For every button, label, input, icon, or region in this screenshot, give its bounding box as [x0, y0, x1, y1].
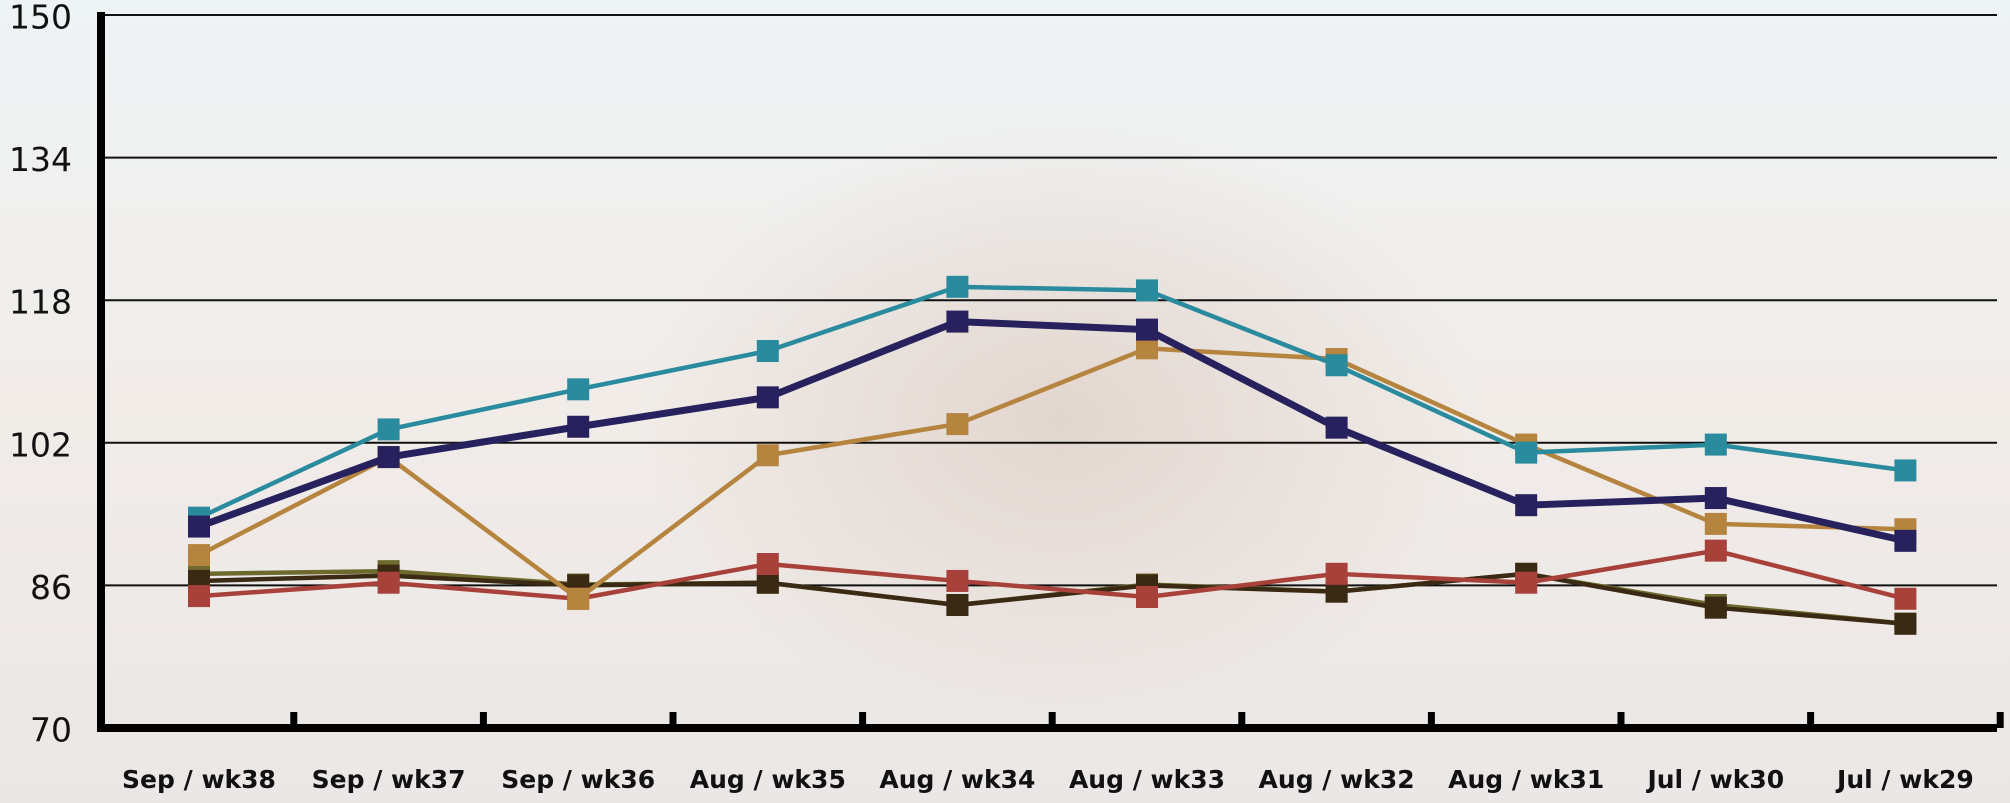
marker: [1704, 512, 1727, 535]
series-line: [197, 346, 1906, 602]
marker: [377, 418, 400, 441]
x-tick-label: Aug / wk35: [690, 765, 846, 794]
series-line: [197, 318, 1907, 545]
series-line: [198, 571, 1906, 626]
y-tick-label: 86: [30, 568, 72, 607]
marker: [756, 553, 779, 576]
marker: [567, 587, 590, 610]
marker: [1704, 539, 1727, 562]
x-tick-label: Sep / wk37: [312, 765, 466, 794]
marker: [1704, 487, 1727, 510]
marker: [188, 515, 210, 538]
x-tick-label: Aug / wk32: [1259, 765, 1415, 794]
marker: [946, 310, 969, 333]
plot: [188, 275, 1917, 635]
marker: [1325, 416, 1348, 439]
marker: [1704, 596, 1727, 619]
marker: [1704, 433, 1727, 456]
x-tick-label: Sep / wk36: [501, 765, 655, 794]
marker: [1136, 318, 1158, 341]
marker: [567, 378, 590, 401]
x-tick-label: Sep / wk38: [122, 765, 276, 794]
marker: [1136, 585, 1158, 608]
marker: [1136, 337, 1158, 360]
x-tick-label: Aug / wk33: [1069, 765, 1225, 794]
marker: [1515, 571, 1538, 594]
marker: [756, 386, 779, 409]
x-tick-label: Jul / wk29: [1835, 765, 1974, 794]
y-tick-label: 150: [9, 0, 72, 37]
marker: [946, 594, 969, 617]
marker: [756, 571, 779, 594]
y-tick-label: 118: [9, 283, 72, 322]
marker: [188, 585, 210, 608]
background-decor: [640, 120, 1480, 720]
marker: [946, 413, 969, 436]
marker: [756, 340, 779, 363]
marker: [756, 444, 779, 467]
marker: [377, 571, 400, 594]
x-tick-label: Jul / wk30: [1645, 765, 1784, 794]
marker: [1325, 354, 1348, 377]
marker: [1894, 612, 1917, 635]
x-tick-label: Aug / wk34: [879, 765, 1035, 794]
marker: [1894, 587, 1917, 610]
y-tick-label: 70: [30, 711, 72, 750]
marker: [1894, 459, 1917, 482]
y-tick-label: 134: [9, 140, 72, 179]
marker: [1894, 529, 1917, 552]
marker: [1136, 279, 1158, 302]
grid: [97, 12, 2004, 732]
marker: [377, 446, 400, 469]
y-tick-label: 102: [9, 425, 72, 464]
marker: [567, 415, 590, 438]
marker: [1515, 494, 1538, 517]
marker: [1325, 580, 1348, 603]
marker: [946, 569, 969, 592]
marker: [1515, 441, 1538, 464]
marker: [946, 275, 969, 298]
marker: [1325, 562, 1348, 585]
x-tick-label: Aug / wk31: [1448, 765, 1604, 794]
series-line: [198, 548, 1906, 602]
series-line: [198, 284, 1906, 520]
marker: [188, 544, 210, 567]
